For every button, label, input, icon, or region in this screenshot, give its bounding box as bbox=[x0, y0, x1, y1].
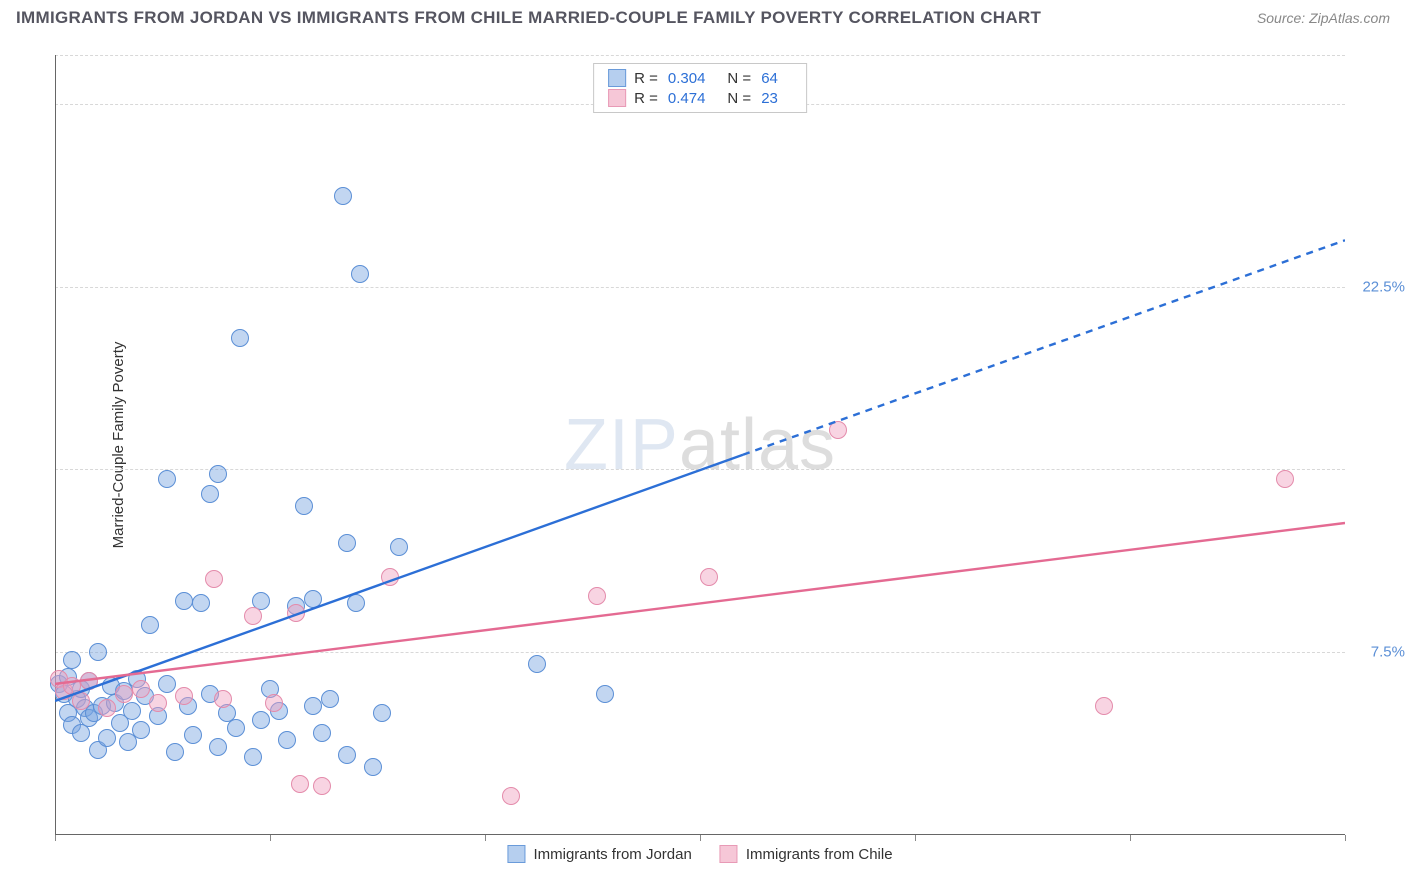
n-value-jordan: 64 bbox=[761, 70, 778, 87]
swatch-jordan-icon bbox=[608, 69, 626, 87]
data-point-jordan bbox=[98, 729, 116, 747]
data-point-chile bbox=[700, 568, 718, 586]
data-point-jordan bbox=[158, 675, 176, 693]
watermark-right: atlas bbox=[679, 405, 836, 485]
data-point-jordan bbox=[89, 643, 107, 661]
data-point-jordan bbox=[166, 743, 184, 761]
data-point-jordan bbox=[338, 746, 356, 764]
data-point-chile bbox=[287, 604, 305, 622]
watermark: ZIPatlas bbox=[564, 404, 836, 486]
source-attribution: Source: ZipAtlas.com bbox=[1257, 10, 1390, 26]
data-point-jordan bbox=[596, 685, 614, 703]
data-point-chile bbox=[214, 690, 232, 708]
data-point-jordan bbox=[244, 748, 262, 766]
legend-item-chile: Immigrants from Chile bbox=[720, 845, 893, 863]
data-point-chile bbox=[80, 672, 98, 690]
data-point-jordan bbox=[364, 758, 382, 776]
data-point-jordan bbox=[252, 711, 270, 729]
trend-lines bbox=[55, 55, 1345, 835]
data-point-jordan bbox=[63, 651, 81, 669]
data-point-chile bbox=[98, 699, 116, 717]
y-tick-label: 22.5% bbox=[1362, 278, 1405, 295]
legend-row-jordan: R =0.304 N =64 bbox=[608, 68, 792, 88]
data-point-jordan bbox=[132, 721, 150, 739]
data-point-chile bbox=[175, 687, 193, 705]
data-point-jordan bbox=[175, 592, 193, 610]
data-point-jordan bbox=[158, 470, 176, 488]
data-point-jordan bbox=[321, 690, 339, 708]
legend-item-jordan: Immigrants from Jordan bbox=[507, 845, 691, 863]
chart-title: IMMIGRANTS FROM JORDAN VS IMMIGRANTS FRO… bbox=[16, 8, 1041, 28]
data-point-chile bbox=[1095, 697, 1113, 715]
data-point-chile bbox=[291, 775, 309, 793]
swatch-chile-icon bbox=[608, 89, 626, 107]
r-value-jordan: 0.304 bbox=[668, 70, 706, 87]
data-point-chile bbox=[588, 587, 606, 605]
legend-label-jordan: Immigrants from Jordan bbox=[533, 846, 691, 863]
n-value-chile: 23 bbox=[761, 90, 778, 107]
legend-row-chile: R =0.474 N =23 bbox=[608, 88, 792, 108]
chart-header: IMMIGRANTS FROM JORDAN VS IMMIGRANTS FRO… bbox=[0, 0, 1406, 32]
r-value-chile: 0.474 bbox=[668, 90, 706, 107]
data-point-chile bbox=[313, 777, 331, 795]
data-point-jordan bbox=[347, 594, 365, 612]
data-point-jordan bbox=[231, 329, 249, 347]
data-point-jordan bbox=[528, 655, 546, 673]
data-point-jordan bbox=[227, 719, 245, 737]
data-point-jordan bbox=[123, 702, 141, 720]
data-point-chile bbox=[72, 692, 90, 710]
data-point-jordan bbox=[278, 731, 296, 749]
series-legend: Immigrants from Jordan Immigrants from C… bbox=[507, 845, 892, 863]
watermark-left: ZIP bbox=[564, 405, 679, 485]
data-point-jordan bbox=[295, 497, 313, 515]
legend-label-chile: Immigrants from Chile bbox=[746, 846, 893, 863]
y-axis-title: Married-Couple Family Poverty bbox=[110, 342, 127, 549]
data-point-jordan bbox=[351, 265, 369, 283]
data-point-jordan bbox=[334, 187, 352, 205]
data-point-jordan bbox=[209, 465, 227, 483]
data-point-jordan bbox=[184, 726, 202, 744]
data-point-jordan bbox=[304, 697, 322, 715]
data-point-jordan bbox=[141, 616, 159, 634]
data-point-chile bbox=[265, 694, 283, 712]
data-point-chile bbox=[502, 787, 520, 805]
data-point-chile bbox=[381, 568, 399, 586]
data-point-jordan bbox=[338, 534, 356, 552]
data-point-jordan bbox=[390, 538, 408, 556]
data-point-chile bbox=[132, 680, 150, 698]
data-point-jordan bbox=[209, 738, 227, 756]
data-point-jordan bbox=[373, 704, 391, 722]
data-point-chile bbox=[115, 685, 133, 703]
data-point-chile bbox=[1276, 470, 1294, 488]
swatch-jordan-icon bbox=[507, 845, 525, 863]
data-point-chile bbox=[244, 607, 262, 625]
data-point-chile bbox=[149, 694, 167, 712]
y-tick-label: 7.5% bbox=[1371, 644, 1405, 661]
y-axis-line bbox=[55, 55, 56, 835]
data-point-jordan bbox=[192, 594, 210, 612]
data-point-jordan bbox=[201, 485, 219, 503]
data-point-chile bbox=[205, 570, 223, 588]
data-point-jordan bbox=[304, 590, 322, 608]
correlation-legend: R =0.304 N =64 R =0.474 N =23 bbox=[593, 63, 807, 113]
chart-area: Married-Couple Family Poverty ZIPatlas R… bbox=[55, 55, 1345, 835]
swatch-chile-icon bbox=[720, 845, 738, 863]
data-point-jordan bbox=[313, 724, 331, 742]
data-point-chile bbox=[829, 421, 847, 439]
